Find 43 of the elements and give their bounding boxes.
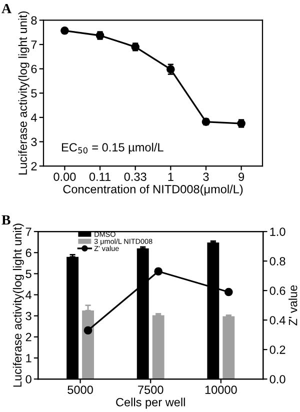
chart-title: A (2, 4, 12, 14)
bar (152, 315, 164, 380)
x-tick-label: 5000 (68, 386, 93, 394)
y-tick-label: 6 (31, 64, 37, 74)
chart-title: B (2, 215, 10, 225)
point (224, 288, 233, 296)
y2-tick-label: 0.2 (270, 346, 286, 354)
y-tick-label: 2 (31, 162, 37, 170)
x-tick-label: 10000 (205, 386, 237, 394)
y2-tick-label: 0.6 (270, 286, 286, 295)
y2-tick-label: 0.0 (270, 375, 286, 384)
y-tick-label: 4 (26, 290, 32, 300)
y-tick-label: 7 (26, 228, 32, 236)
x-tick-label: 0.33 (124, 172, 146, 181)
y2-tick-label: 0.8 (270, 257, 286, 266)
annotation: EC$_{50}$ = 0.15 µmol/L (62, 142, 164, 154)
bar (222, 316, 235, 380)
y-tick-label: 8 (31, 16, 37, 25)
y-tick-label: 5 (31, 89, 37, 98)
y2-tick-label: 0.4 (270, 316, 286, 324)
y-axis-title: Luciferase activity(log light unit) (12, 224, 24, 387)
x-axis-title: Cells per well (116, 398, 185, 409)
x-tick-label: 7500 (138, 386, 164, 394)
y-tick-label: 1 (26, 354, 32, 362)
y-tick-label: 2 (26, 332, 32, 342)
x-tick-label: 0.11 (89, 172, 110, 181)
x-tick-label: 3 (203, 172, 209, 181)
y-tick-label: 4 (30, 114, 37, 122)
point (84, 326, 92, 335)
x-axis-title: Concentration of NITD008(μmol/L) (63, 184, 243, 196)
y-tick-label: 6 (26, 248, 32, 258)
y-tick-label: 5 (26, 270, 32, 278)
point (154, 267, 162, 276)
y-tick-label: 7 (31, 40, 37, 49)
y-axis-title: Luciferase activity(log light unit) (18, 11, 30, 174)
y2-axis-title: Z' value (288, 285, 298, 326)
y2-tick-label: 1.0 (270, 228, 286, 236)
x-tick-label: 9 (238, 172, 244, 181)
y-tick-label: 0 (26, 375, 32, 384)
x-tick-label: 0.00 (54, 172, 76, 181)
y-tick-label: 3 (31, 138, 37, 146)
x-tick-label: 1 (168, 172, 174, 181)
y-tick-label: 3 (26, 312, 32, 320)
